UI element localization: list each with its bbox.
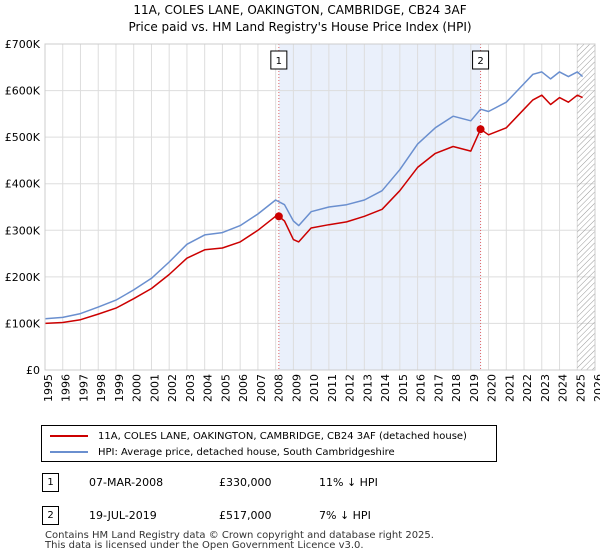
x-tick-label: 2011 xyxy=(326,374,339,402)
x-tick-label: 2018 xyxy=(450,374,463,402)
x-tick-label: 2013 xyxy=(361,374,374,402)
x-tick-label: 2002 xyxy=(166,374,179,402)
legend-swatch-hpi xyxy=(50,451,88,453)
sale-price: £330,000 xyxy=(219,476,272,489)
sale-annotation-box xyxy=(270,50,288,70)
x-tick-label: 2003 xyxy=(184,374,197,402)
x-tick-label: 2005 xyxy=(219,374,232,402)
y-tick-label: £100K xyxy=(5,317,41,330)
y-tick-label: £600K xyxy=(5,85,41,98)
x-tick-label: 2009 xyxy=(290,374,303,402)
x-tick-label: 2012 xyxy=(344,374,357,402)
x-tick-label: 2017 xyxy=(432,374,445,402)
sale-annotation-box xyxy=(472,50,490,70)
x-tick-label: 2004 xyxy=(202,374,215,402)
x-tick-label: 2023 xyxy=(539,374,552,402)
footer-line-licence: This data is licensed under the Open Gov… xyxy=(45,540,364,551)
y-tick-label: £200K xyxy=(5,271,41,284)
x-tick-label: 2000 xyxy=(131,374,144,402)
sale-date: 19-JUL-2019 xyxy=(89,509,157,522)
x-tick-label: 2008 xyxy=(273,374,286,402)
y-tick-label: £300K xyxy=(5,224,41,237)
sale-marker-badge: 1 xyxy=(42,473,59,492)
x-tick-label: 2016 xyxy=(415,374,428,402)
sale-row: 2 19-JUL-2019 £517,000 7% ↓ HPI xyxy=(41,506,441,526)
chart-subtitle: Price paid vs. HM Land Registry's House … xyxy=(128,20,471,34)
y-tick-label: £700K xyxy=(5,38,41,51)
legend-item-hpi: HPI: Average price, detached house, Sout… xyxy=(50,445,395,459)
x-tick-label: 1999 xyxy=(113,374,126,402)
x-tick-label: 2021 xyxy=(503,374,516,402)
x-tick-label: 2007 xyxy=(255,374,268,402)
y-tick-label: £500K xyxy=(5,131,41,144)
sale-annotation-label: 2 xyxy=(477,56,483,67)
x-tick-label: 1995 xyxy=(42,374,55,402)
x-tick-label: 2001 xyxy=(148,374,161,402)
projection-hatch xyxy=(577,44,595,370)
legend-swatch-property xyxy=(50,435,88,437)
x-tick-label: 1997 xyxy=(77,374,90,402)
price-chart: 11A, COLES LANE, OAKINGTON, CAMBRIDGE, C… xyxy=(5,3,600,402)
chart-title: 11A, COLES LANE, OAKINGTON, CAMBRIDGE, C… xyxy=(133,3,466,17)
x-tick-label: 2025 xyxy=(574,374,587,402)
y-tick-label: £400K xyxy=(5,178,41,191)
footer-line-copyright: Contains HM Land Registry data © Crown c… xyxy=(45,530,434,541)
sale-hpi-diff: 11% ↓ HPI xyxy=(319,476,378,489)
x-tick-label: 2022 xyxy=(521,374,534,402)
plot-border xyxy=(44,43,596,371)
x-tick-label: 2006 xyxy=(237,374,250,402)
x-tick-label: 1996 xyxy=(60,374,73,402)
x-tick-label: 1998 xyxy=(95,374,108,402)
x-tick-label: 2020 xyxy=(486,374,499,402)
x-tick-label: 2015 xyxy=(397,374,410,402)
y-tick-label: £0 xyxy=(26,364,40,377)
sale-point xyxy=(274,212,283,221)
sale-marker-badge: 2 xyxy=(42,506,59,525)
x-tick-label: 2010 xyxy=(308,374,321,402)
legend-label-property: 11A, COLES LANE, OAKINGTON, CAMBRIDGE, C… xyxy=(98,430,467,442)
sale-hpi-diff: 7% ↓ HPI xyxy=(319,509,371,522)
legend-label-hpi: HPI: Average price, detached house, Sout… xyxy=(98,446,395,458)
sale-price: £517,000 xyxy=(219,509,272,522)
sale-point xyxy=(476,125,485,134)
shaded-period xyxy=(278,44,481,370)
series-line-hpi xyxy=(44,71,584,320)
series-line-property xyxy=(44,94,583,325)
sale-date: 07-MAR-2008 xyxy=(89,476,164,489)
x-tick-label: 2019 xyxy=(468,374,481,402)
sale-annotation-label: 1 xyxy=(276,56,282,67)
legend: 11A, COLES LANE, OAKINGTON, CAMBRIDGE, C… xyxy=(41,425,497,462)
legend-item-property: 11A, COLES LANE, OAKINGTON, CAMBRIDGE, C… xyxy=(50,429,467,443)
x-tick-label: 2026 xyxy=(592,374,600,402)
sale-row: 1 07-MAR-2008 £330,000 11% ↓ HPI xyxy=(41,473,441,493)
footer: Contains HM Land Registry data © Crown c… xyxy=(45,531,434,551)
x-tick-label: 2014 xyxy=(379,374,392,402)
x-tick-label: 2024 xyxy=(557,374,570,402)
